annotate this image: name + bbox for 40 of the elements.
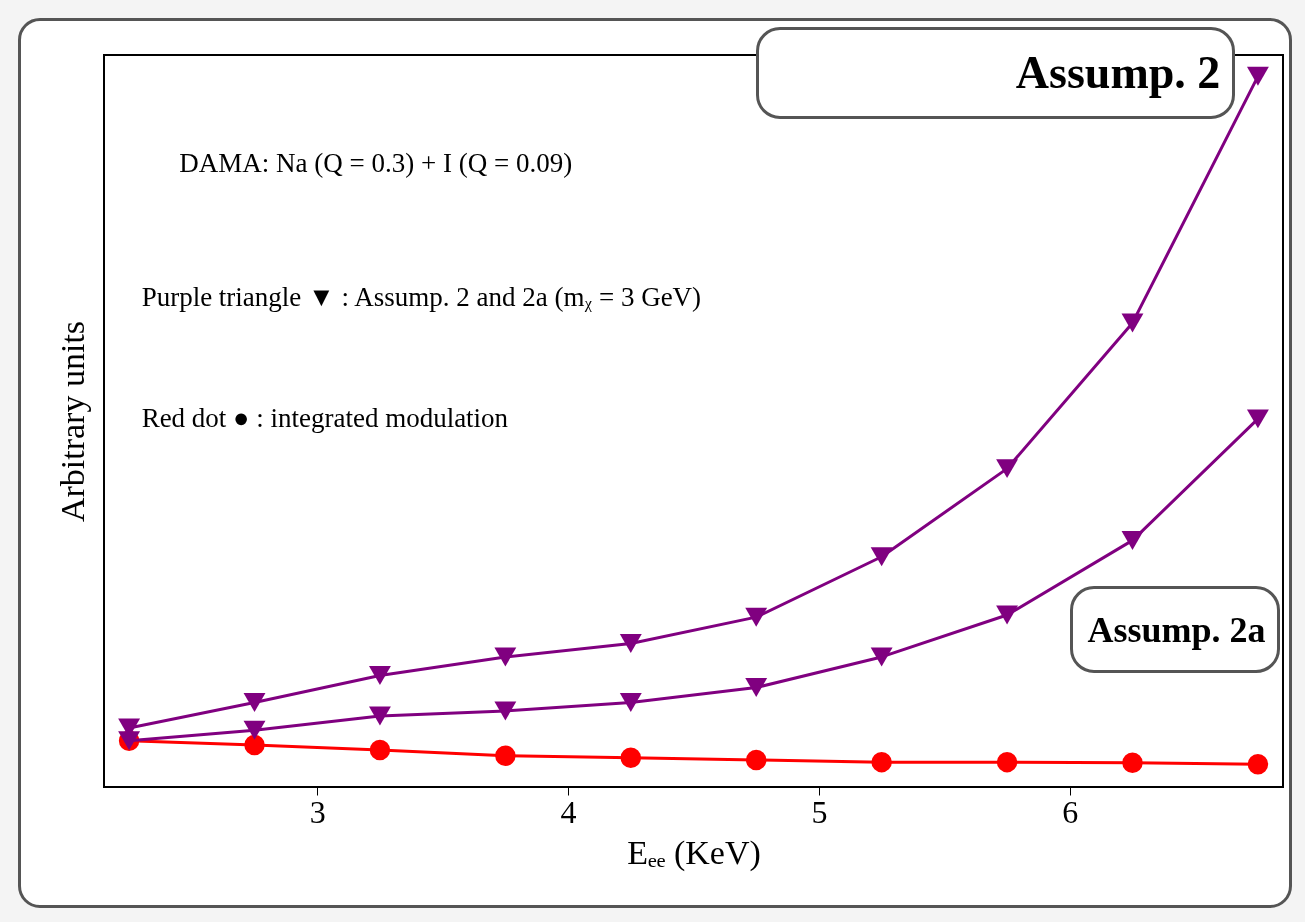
x-axis-title: Eₑₑ (KeV) bbox=[627, 833, 761, 872]
point bbox=[1247, 754, 1269, 775]
point bbox=[870, 647, 893, 667]
x-tick-label: 5 bbox=[811, 793, 828, 830]
point bbox=[996, 459, 1019, 479]
point bbox=[870, 547, 893, 567]
annotation: Purple triangle ▼ : Assump. 2 and 2a (mᵪ = 3 GeV) bbox=[141, 282, 702, 313]
x-tick-label: 4 bbox=[560, 793, 577, 830]
point bbox=[619, 633, 642, 653]
x-tick-label: 3 bbox=[309, 793, 326, 830]
rounded-box: Assump. 2a bbox=[1069, 585, 1281, 674]
y-axis-title: Arbitrary units bbox=[53, 320, 91, 523]
annotation: DAMA: Na (Q = 0.3) + I (Q = 0.09) bbox=[179, 148, 573, 179]
point bbox=[1246, 66, 1269, 86]
x-tick-label: 6 bbox=[1062, 793, 1079, 830]
series-label: Assump. 2a bbox=[1087, 608, 1266, 651]
point bbox=[745, 749, 767, 771]
series-label: Assump. 2 bbox=[1015, 46, 1221, 100]
point bbox=[871, 751, 892, 773]
point bbox=[1121, 313, 1144, 333]
annotation: Red dot ● : integrated modulation bbox=[141, 402, 509, 433]
point bbox=[494, 647, 517, 667]
point bbox=[495, 745, 516, 766]
point bbox=[996, 605, 1019, 625]
point bbox=[745, 607, 768, 627]
point bbox=[243, 692, 266, 712]
point bbox=[619, 692, 642, 712]
point bbox=[1121, 530, 1144, 550]
rounded-box: Assump. 2 bbox=[756, 26, 1236, 119]
point bbox=[745, 678, 768, 697]
point bbox=[494, 701, 517, 721]
point bbox=[620, 747, 642, 769]
point bbox=[244, 734, 265, 756]
point bbox=[1122, 752, 1143, 774]
point bbox=[368, 665, 391, 685]
point bbox=[368, 706, 391, 726]
point bbox=[1246, 409, 1269, 429]
point bbox=[996, 751, 1018, 773]
point bbox=[243, 720, 266, 740]
point bbox=[369, 739, 391, 761]
